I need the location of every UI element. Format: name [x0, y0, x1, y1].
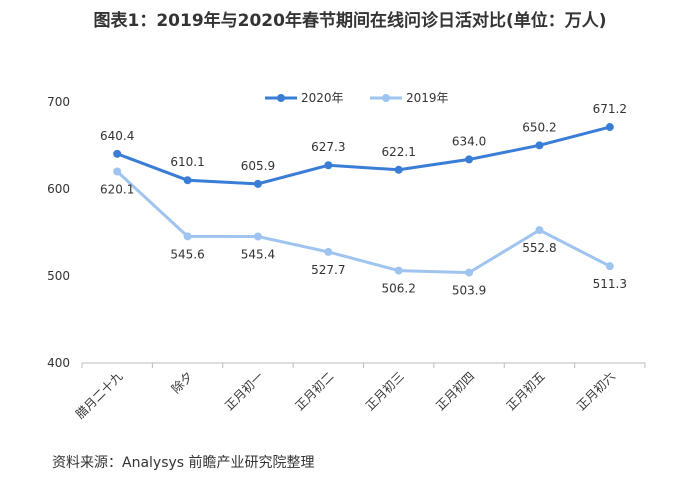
- x-tick-label: 正月初五: [504, 369, 548, 413]
- legend-marker: [382, 94, 390, 102]
- data-label: 634.0: [452, 134, 486, 148]
- data-label: 503.9: [452, 284, 486, 298]
- data-label: 605.9: [241, 159, 275, 173]
- data-label: 545.4: [241, 248, 275, 262]
- data-label: 511.3: [593, 277, 627, 291]
- y-tick-label: 400: [47, 356, 70, 370]
- x-tick-label: 腊月二十九: [73, 369, 125, 421]
- point: [394, 266, 403, 275]
- point: [535, 226, 544, 235]
- point: [605, 262, 614, 271]
- data-label: 620.1: [100, 183, 134, 197]
- data-label: 552.8: [522, 241, 556, 255]
- y-tick-label: 700: [47, 95, 70, 109]
- data-label: 671.2: [593, 102, 627, 116]
- x-tick-label: 正月初二: [293, 369, 337, 413]
- point: [605, 123, 614, 132]
- point: [324, 247, 333, 256]
- series-line: [116, 170, 611, 275]
- data-label: 627.3: [311, 140, 345, 154]
- point: [113, 167, 122, 176]
- data-label: 545.6: [170, 247, 204, 261]
- x-tick-label: 正月初三: [363, 369, 407, 413]
- data-label: 506.2: [382, 282, 416, 296]
- data-label: 527.7: [311, 263, 345, 277]
- x-tick-label: 除夕: [168, 369, 196, 397]
- series-line: [116, 125, 611, 186]
- point: [183, 176, 192, 185]
- y-tick-label: 500: [47, 269, 70, 283]
- data-label: 622.1: [382, 145, 416, 159]
- point: [183, 232, 192, 241]
- point: [324, 161, 333, 170]
- point: [394, 165, 403, 174]
- x-tick-label: 正月初六: [574, 369, 618, 413]
- point: [253, 232, 262, 241]
- data-label: 640.4: [100, 129, 134, 143]
- chart: 400 500 600 700 腊月二十九 除夕 正月初一 正月初二 正月初三 正月初四 正月初五正…: [47, 91, 646, 422]
- legend-label: 2019年: [406, 91, 449, 105]
- point: [113, 149, 122, 158]
- point: [253, 179, 262, 188]
- x-tick-label: 正月初一: [222, 369, 266, 413]
- source-note: 资料来源：Analysys 前瞻产业研究院整理: [52, 455, 315, 471]
- x-tick-label: 正月初四: [433, 369, 477, 413]
- data-label: 610.1: [170, 155, 204, 169]
- point: [465, 155, 474, 164]
- legend-marker: [277, 94, 285, 102]
- chart-title: 图表1：2019年与2020年春节期间在线问诊日活对比(单位：万人): [93, 11, 607, 31]
- legend-label: 2020年: [301, 91, 344, 105]
- point: [535, 141, 544, 150]
- y-tick-label: 600: [47, 182, 70, 196]
- point: [465, 268, 474, 277]
- data-label: 650.2: [522, 120, 556, 134]
